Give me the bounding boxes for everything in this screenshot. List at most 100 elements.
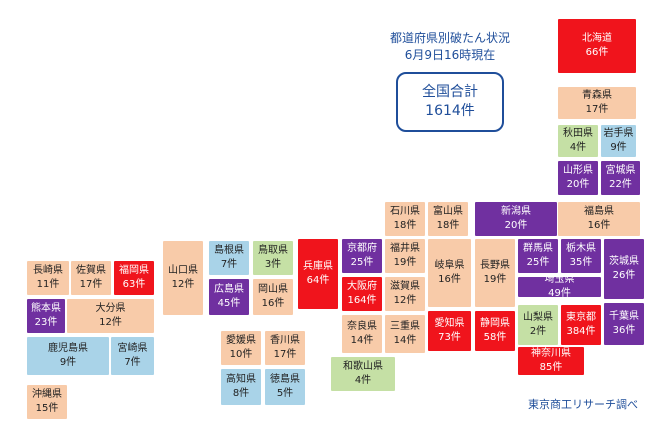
prefecture-name: 長野県: [480, 260, 510, 271]
prefecture-tile-hyogo: 兵庫県 64件: [297, 238, 339, 310]
prefecture-name: 山梨県: [523, 312, 553, 323]
bankruptcy-count: 14件: [350, 335, 374, 346]
prefecture-name: 福岡県: [119, 265, 149, 276]
bankruptcy-count: 23件: [34, 317, 58, 328]
prefecture-name: 岡山県: [258, 284, 288, 295]
prefecture-tile-ibaraki: 茨城県 26件: [603, 238, 645, 300]
bankruptcy-count: 14件: [393, 335, 417, 346]
bankruptcy-count: 164件: [347, 295, 377, 306]
bankruptcy-count: 20件: [504, 220, 528, 231]
bankruptcy-count: 19件: [483, 274, 507, 285]
prefecture-tile-saga: 佐賀県 17件: [70, 260, 112, 296]
prefecture-tile-gunma: 群馬県 25件: [517, 238, 559, 274]
prefecture-tile-kyoto: 京都府 25件: [341, 238, 383, 274]
bankruptcy-count: 25件: [526, 257, 550, 268]
bankruptcy-count: 18件: [436, 220, 460, 231]
prefecture-name: 愛媛県: [226, 335, 256, 346]
bankruptcy-count: 10件: [229, 349, 253, 360]
prefecture-tile-miyazaki: 宮崎県 7件: [110, 336, 155, 376]
bankruptcy-count: 85件: [539, 362, 563, 373]
prefecture-tile-akita: 秋田県 4件: [557, 124, 599, 158]
prefecture-tile-iwate: 岩手県 9件: [600, 124, 637, 158]
prefecture-name: 東京都: [566, 312, 596, 323]
prefecture-tile-okinawa: 沖縄県 15件: [26, 384, 68, 420]
prefecture-tile-nara: 奈良県 14件: [341, 314, 383, 354]
prefecture-name: 熊本県: [31, 303, 61, 314]
prefecture-tile-chiba: 千葉県 36件: [603, 302, 645, 346]
bankruptcy-count: 35件: [569, 257, 593, 268]
prefecture-tile-osaka: 大阪府 164件: [341, 276, 383, 312]
bankruptcy-count: 16件: [438, 274, 461, 285]
source-credit: 東京商工リサーチ調べ: [528, 398, 638, 411]
bankruptcy-count: 7件: [220, 259, 238, 270]
prefecture-tile-shizuoka: 静岡県 58件: [474, 310, 516, 352]
prefecture-tile-nagasaki: 長崎県 11件: [26, 260, 70, 296]
prefecture-name: 宮城県: [605, 165, 636, 176]
bankruptcy-count: 3件: [264, 259, 282, 270]
prefecture-tile-miyagi: 宮城県 22件: [600, 160, 641, 196]
prefecture-name: 石川県: [390, 206, 420, 217]
prefecture-tile-kagoshima: 鹿児島県 9件: [26, 336, 110, 376]
bankruptcy-count: 8件: [232, 388, 250, 399]
prefecture-name: 三重県: [390, 321, 420, 332]
prefecture-name: 山形県: [563, 165, 593, 176]
prefecture-tile-kumamoto: 熊本県 23件: [26, 298, 66, 334]
bankruptcy-count: 64件: [306, 275, 330, 286]
prefecture-name: 神奈川県: [531, 348, 571, 359]
prefecture-name: 群馬県: [523, 243, 553, 254]
prefecture-tile-yamagata: 山形県 20件: [557, 160, 599, 196]
bankruptcy-count: 17件: [79, 279, 103, 290]
bankruptcy-count: 19件: [393, 257, 417, 268]
bankruptcy-count: 26件: [612, 270, 636, 281]
prefecture-name: 福井県: [390, 243, 420, 254]
prefecture-tile-fukui: 福井県 19件: [384, 238, 426, 274]
prefecture-tile-toyama: 富山県 18件: [427, 201, 469, 237]
prefecture-name: 大阪府: [347, 281, 377, 292]
prefecture-name: 岐阜県: [434, 260, 465, 271]
bankruptcy-count: 17件: [273, 349, 297, 360]
prefecture-tile-yamaguchi: 山口県 12件: [162, 240, 204, 316]
bankruptcy-count: 11件: [36, 279, 60, 290]
prefecture-name: 千葉県: [609, 311, 639, 322]
prefecture-tile-niigata: 新潟県 20件: [474, 201, 558, 237]
prefecture-name: 岩手県: [603, 128, 634, 139]
prefecture-name: 福島県: [584, 206, 614, 217]
prefecture-name: 茨城県: [609, 256, 639, 267]
title-line-1: 都道府県別破たん状況: [389, 31, 510, 45]
prefecture-tile-hokkaido: 北海道 66件: [557, 18, 637, 74]
prefecture-tile-saitama: 埼玉県 49件: [517, 274, 602, 299]
bankruptcy-count: 36件: [612, 325, 636, 336]
bankruptcy-count: 25件: [350, 257, 374, 268]
bankruptcy-count: 18件: [393, 220, 417, 231]
bankruptcy-count: 16件: [261, 298, 285, 309]
prefecture-tile-ishikawa: 石川県 18件: [384, 201, 426, 237]
bankruptcy-count: 16件: [587, 220, 611, 231]
total-box: 全国合計 1614件: [396, 72, 504, 132]
bankruptcy-count: 45件: [217, 298, 241, 309]
prefecture-name: 沖縄県: [32, 389, 62, 400]
bankruptcy-count: 4件: [569, 142, 587, 153]
prefecture-tile-aomori: 青森県 17件: [557, 86, 637, 120]
prefecture-name: 富山県: [433, 206, 463, 217]
title-line-2: 6月9日16時現在: [404, 48, 496, 62]
prefecture-tile-ehime: 愛媛県 10件: [220, 330, 262, 366]
bankruptcy-count: 17件: [585, 104, 609, 115]
prefecture-name: 京都府: [347, 243, 377, 254]
prefecture-name: 宮崎県: [117, 343, 148, 354]
bankruptcy-count: 2件: [529, 326, 547, 337]
prefecture-tile-aichi: 愛知県 73件: [427, 310, 472, 352]
prefecture-name: 徳島県: [270, 374, 300, 385]
prefecture-name: 新潟県: [501, 206, 531, 217]
prefecture-name: 北海道: [582, 33, 612, 44]
prefecture-tile-fukushima: 福島県 16件: [557, 201, 641, 237]
prefecture-tile-mie: 三重県 14件: [384, 314, 426, 354]
prefecture-name: 山口県: [168, 265, 198, 276]
bankruptcy-count: 12件: [393, 295, 417, 306]
prefecture-name: 高知県: [226, 374, 256, 385]
prefecture-name: 奈良県: [347, 321, 377, 332]
total-label: 全国合計: [422, 84, 478, 100]
bankruptcy-count: 66件: [585, 47, 609, 58]
prefecture-name: 香川県: [270, 335, 300, 346]
prefecture-tile-shiga: 滋賀県 12件: [384, 276, 426, 312]
